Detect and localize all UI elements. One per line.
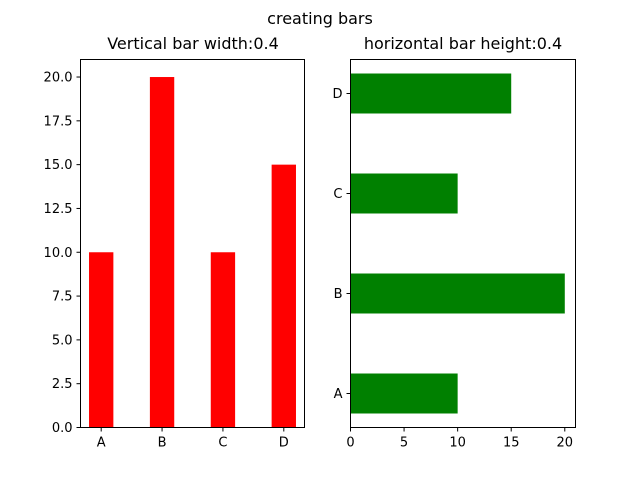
y-tick-label: 5.0 (52, 333, 73, 348)
hbar-a (350, 373, 458, 414)
figure-suptitle: creating bars (267, 9, 373, 28)
y-tick-label: 15.0 (44, 158, 73, 173)
y-tick-label: 10.0 (44, 246, 73, 261)
x-tick-label: 15 (503, 436, 520, 451)
y-tick-label: C (333, 187, 342, 202)
hbar-c (350, 173, 458, 214)
y-tick-label: 2.5 (52, 377, 73, 392)
bar-b (149, 77, 175, 428)
y-tick-label: 12.5 (44, 202, 73, 217)
x-tick-label: 10 (449, 436, 466, 451)
bar-c (210, 252, 236, 428)
horizontal-bar-chart: horizontal bar height:0.4 A B C D 0 5 10 15 20 (332, 34, 576, 451)
y-tick-label: A (334, 387, 343, 402)
x-tick-label: 20 (557, 436, 574, 451)
y-tick-label: 7.5 (52, 290, 73, 305)
left-plot-frame (80, 59, 305, 428)
x-tick-label: C (218, 436, 227, 451)
y-tick-label: 20.0 (44, 71, 73, 86)
hbar-d (350, 73, 512, 114)
right-chart-title: horizontal bar height:0.4 (364, 34, 562, 53)
right-plot-frame (350, 59, 576, 428)
left-chart-title: Vertical bar width:0.4 (107, 34, 279, 53)
hbar-b (350, 273, 565, 314)
bar-a (89, 252, 114, 428)
vertical-bar-chart: Vertical bar width:0.4 A B C D 0.0 2.5 5.0 7.5 1… (44, 34, 305, 451)
y-tick-label: B (334, 287, 343, 302)
right-axes: A B C D 0 5 10 15 20 (332, 87, 573, 451)
x-tick-label: A (97, 436, 106, 451)
bar-d (271, 164, 296, 428)
right-bars (350, 73, 565, 414)
x-tick-label: 5 (400, 436, 408, 451)
y-tick-label: 17.5 (44, 114, 73, 129)
x-tick-label: B (158, 436, 167, 451)
x-tick-label: D (279, 436, 289, 451)
y-tick-label: 0.0 (52, 421, 73, 436)
y-tick-label: D (332, 87, 342, 102)
x-tick-label: 0 (346, 436, 354, 451)
left-axes: A B C D 0.0 2.5 5.0 7.5 10.0 12.5 15.0 17.5 20.0 (44, 71, 289, 451)
left-bars (89, 77, 296, 428)
